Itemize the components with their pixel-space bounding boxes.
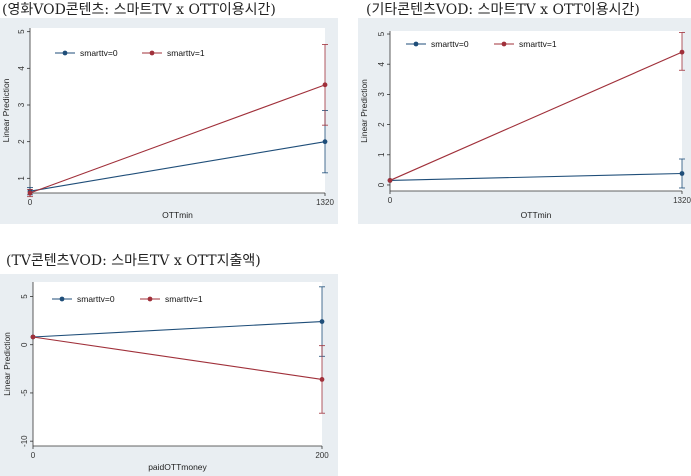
data-point: [30, 334, 36, 340]
data-point: [319, 319, 325, 324]
chart-1: 1 2 3 4 5 0 1320 OTTmin Linear Prediction smarttv…: [0, 18, 338, 224]
plot-area: [390, 31, 682, 191]
series-line: [29, 84, 326, 194]
chart-3: -10 -5 0 5 0 200 paidOTTmoney Linear Prediction…: [0, 274, 338, 476]
y-tick-label: -10: [20, 435, 29, 447]
y-tick-label: 2: [17, 139, 26, 144]
chart-3-title: (TV콘텐츠VOD: 스마트TV x OTT지출액): [6, 253, 261, 269]
x-tick-label: 0: [388, 196, 393, 205]
data-point: [319, 377, 325, 382]
chart-1-title: (영화VOD콘텐츠: 스마트TV x OTT이용시간): [2, 2, 276, 18]
series-line: [29, 141, 326, 192]
x-axis-title: paidOTTmoney: [148, 462, 207, 472]
series-smarttv=1: [387, 32, 685, 183]
data-point: [322, 82, 328, 88]
plot-area: [33, 282, 322, 446]
y-tick-label: 5: [377, 31, 386, 36]
plot-area: [30, 28, 325, 193]
x-tick-label: 1320: [316, 198, 334, 207]
legend-label: smarttv=0: [77, 294, 115, 304]
legend-swatch-point: [147, 296, 153, 302]
x-tick-label: 0: [31, 451, 36, 460]
series-line: [389, 51, 683, 181]
y-tick-label: 5: [20, 294, 29, 299]
y-tick-label: 4: [17, 66, 26, 71]
y-tick-label: 0: [20, 342, 29, 347]
chart-2: 0 1 2 3 4 5 0 1320 OTTmin Linear Prediction smartt…: [358, 18, 691, 224]
legend-label: smarttv=0: [431, 39, 469, 49]
x-tick-label: 1320: [673, 196, 691, 205]
legend-label: smarttv=1: [165, 294, 203, 304]
legend-swatch-point: [59, 296, 65, 302]
y-tick-label: 4: [377, 61, 386, 66]
y-tick-label: -5: [20, 389, 29, 397]
data-point: [27, 190, 33, 196]
series-line: [389, 172, 683, 181]
legend: smarttv=0 smarttv=1: [406, 39, 557, 49]
y-tick-label: 0: [377, 182, 386, 187]
legend: smarttv=0 smarttv=1: [52, 294, 203, 304]
legend-swatch-point: [62, 50, 68, 56]
y-tick-label: 3: [17, 102, 26, 107]
legend: smarttv=0 smarttv=1: [55, 48, 205, 58]
data-point: [679, 171, 685, 176]
y-tick-label: 2: [377, 122, 386, 127]
y-axis-title: Linear Prediction: [1, 78, 11, 142]
x-tick-label: 0: [28, 198, 33, 207]
x-axis-title: OTTmin: [521, 210, 552, 220]
x-axis-title: OTTmin: [162, 210, 193, 220]
series-line: [32, 321, 323, 338]
legend-label: smarttv=1: [519, 39, 557, 49]
data-point: [387, 178, 393, 183]
series-line: [32, 336, 323, 380]
y-tick-label: 1: [17, 176, 26, 181]
chart-2-title: (기타콘텐츠VOD: 스마트TV x OTT이용시간): [366, 2, 640, 18]
legend-label: smarttv=0: [80, 48, 118, 58]
legend-swatch-point: [413, 41, 419, 47]
legend-swatch-point: [501, 41, 507, 47]
data-point: [679, 49, 685, 55]
legend-label: smarttv=1: [167, 48, 205, 58]
series-smarttv=1: [30, 334, 325, 414]
y-tick-label: 1: [377, 152, 386, 157]
y-tick-label: 5: [17, 29, 26, 34]
y-axis-title: Linear Prediction: [2, 332, 12, 396]
series-smarttv=1: [27, 44, 328, 198]
x-tick-label: 200: [315, 451, 329, 460]
y-axis-title: Linear Prediction: [359, 79, 369, 143]
legend-swatch-point: [149, 50, 155, 56]
data-point: [322, 139, 328, 145]
y-tick-label: 3: [377, 92, 386, 97]
